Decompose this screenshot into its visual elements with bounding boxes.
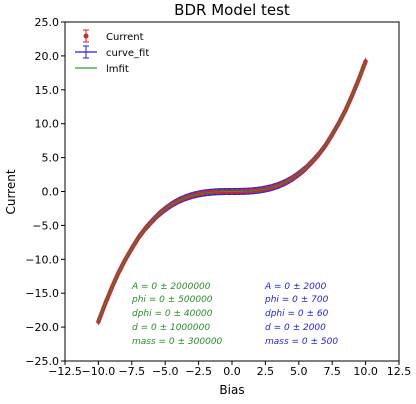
legend-item-curve-fit: curve_fit	[75, 45, 149, 59]
x-tick-label: 5.0	[290, 365, 308, 378]
x-tick-label: −7.5	[118, 365, 145, 378]
annotation-line: d = 0 ± 2000	[265, 323, 326, 333]
y-tick-label: −20.0	[25, 321, 59, 334]
annotation-line: dphi = 0 ± 60	[265, 309, 329, 319]
annotation-line: phi = 0 ± 700	[264, 295, 329, 305]
x-tick-label: −12.5	[48, 365, 82, 378]
annotation-lmfit-params: A = 0 ± 2000000 phi = 0 ± 500000 dphi = …	[131, 282, 223, 347]
x-tick-label: 0.0	[223, 365, 241, 378]
annotation-line: dphi = 0 ± 40000	[132, 309, 213, 319]
data-layer	[96, 57, 368, 326]
legend-item-lmfit: lmfit	[75, 64, 129, 75]
legend-label-current: Current	[106, 32, 144, 43]
x-tick-label: −2.5	[185, 365, 212, 378]
annotation-line: A = 0 ± 2000000	[131, 282, 211, 292]
y-tick-label: 15.0	[35, 84, 60, 97]
y-tick-label: −15.0	[25, 287, 59, 300]
annotation-line: mass = 0 ± 300000	[132, 337, 223, 347]
legend: Current curve_fit lmfit	[75, 29, 149, 75]
y-tick-label: −10.0	[25, 253, 59, 266]
annotation-line: d = 0 ± 1000000	[132, 323, 210, 333]
legend-item-current: Current	[83, 29, 144, 43]
y-tick-label: 5.0	[42, 152, 60, 165]
x-tick-label: 10.0	[353, 365, 378, 378]
y-axis-label: Current	[4, 169, 18, 214]
x-tick-label: 12.5	[387, 365, 412, 378]
y-tick-label: 10.0	[35, 118, 60, 131]
lmfit-line	[97, 61, 367, 322]
annotation-line: A = 0 ± 2000	[264, 282, 327, 292]
axes-layer: −12.5 −10.0 −7.5 −5.0 −2.5 0.0 2.5 5.0 7.5 10.0 12…	[25, 16, 411, 378]
annotation-line: mass = 0 ± 500	[265, 337, 338, 347]
x-tick-label: −5.0	[152, 365, 179, 378]
x-axis-label: Bias	[219, 383, 244, 397]
annotation-line: phi = 0 ± 500000	[131, 295, 213, 305]
chart-title: BDR Model test	[174, 1, 290, 19]
y-tick-label: 20.0	[35, 50, 60, 63]
y-tick-label: −25.0	[25, 355, 59, 368]
legend-label-curve-fit: curve_fit	[106, 48, 149, 59]
y-tick-label: 25.0	[35, 16, 60, 29]
x-tick-label: 2.5	[257, 365, 275, 378]
y-tick-label: 0.0	[42, 186, 60, 199]
x-tick-label: −10.0	[82, 365, 116, 378]
x-tick-label: 7.5	[323, 365, 341, 378]
annotation-curve-fit-params: A = 0 ± 2000 phi = 0 ± 700 dphi = 0 ± 60…	[264, 282, 338, 347]
legend-label-lmfit: lmfit	[106, 64, 129, 75]
y-tick-label: −5.0	[32, 219, 59, 232]
